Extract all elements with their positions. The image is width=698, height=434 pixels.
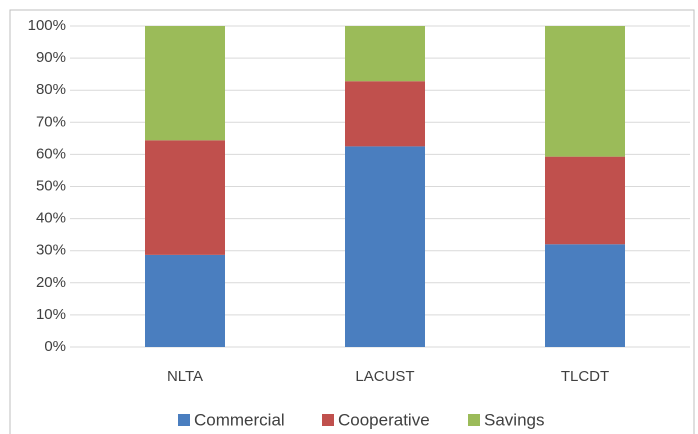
y-tick-label: 30% xyxy=(36,242,66,259)
bar-segment xyxy=(545,26,625,157)
legend-label: Savings xyxy=(484,410,544,429)
y-tick-label: 90% xyxy=(36,49,66,66)
chart-frame xyxy=(9,9,695,434)
legend-swatch xyxy=(322,414,334,426)
y-tick-label: 0% xyxy=(44,338,66,355)
legend-swatch xyxy=(468,414,480,426)
y-tick-label: 10% xyxy=(36,306,66,323)
y-tick-label: 80% xyxy=(36,81,66,98)
x-tick-label: TLCDT xyxy=(561,368,609,385)
bar-segment xyxy=(345,81,425,147)
bar-segment xyxy=(145,26,225,141)
y-tick-label: 50% xyxy=(36,177,66,194)
y-tick-label: 20% xyxy=(36,274,66,291)
bar-segment xyxy=(145,254,225,347)
bar-segment xyxy=(145,140,225,255)
x-tick-label: NLTA xyxy=(167,368,203,385)
y-tick-label: 40% xyxy=(36,210,66,227)
legend-label: Commercial xyxy=(194,410,285,429)
y-tick-label: 60% xyxy=(36,145,66,162)
y-tick-label: 100% xyxy=(28,17,66,34)
bar-segment xyxy=(345,146,425,347)
legend-label: Cooperative xyxy=(338,410,430,429)
legend-swatch xyxy=(178,414,190,426)
bar-segment xyxy=(545,244,625,347)
y-tick-label: 70% xyxy=(36,113,66,130)
bar-segment xyxy=(545,156,625,245)
x-tick-label: LACUST xyxy=(355,368,414,385)
bar-segment xyxy=(345,26,425,82)
